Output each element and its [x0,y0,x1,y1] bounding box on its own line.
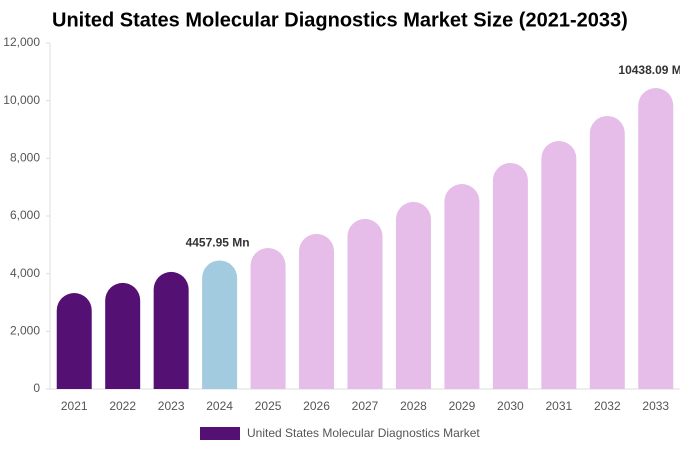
bar [347,218,383,389]
y-tick-label: 12,000 [3,35,40,49]
x-tick-label: 2032 [594,399,621,413]
legend-swatch [200,427,240,440]
bar [638,88,674,390]
bar [105,282,141,389]
bar [444,183,480,389]
bar [202,260,238,389]
bar [299,233,335,389]
y-tick-label: 8,000 [10,151,40,165]
y-tick-label: 10,000 [3,93,40,107]
y-tick-label: 6,000 [10,208,40,222]
x-tick-label: 2029 [449,399,476,413]
x-tick-label: 2030 [497,399,524,413]
bar [492,162,528,389]
x-tick-label: 2026 [303,399,330,413]
value-label: 4457.95 Mn [186,236,250,250]
x-tick-label: 2025 [255,399,282,413]
bar [395,201,431,389]
y-tick-label: 0 [33,381,40,395]
bar [250,248,286,389]
chart-title: United States Molecular Diagnostics Mark… [52,9,628,31]
bar [56,292,92,389]
y-tick-label: 4,000 [10,266,40,280]
x-tick-label: 2021 [61,399,88,413]
x-tick-label: 2028 [400,399,427,413]
x-tick-label: 2024 [206,399,233,413]
bar [541,141,577,389]
x-tick-label: 2027 [352,399,379,413]
x-tick-label: 2033 [642,399,669,413]
y-tick-label: 2,000 [10,324,40,338]
bar [153,271,189,389]
x-tick-label: 2031 [545,399,572,413]
x-tick-label: 2023 [158,399,185,413]
bar [589,115,625,389]
legend-label: United States Molecular Diagnostics Mark… [247,426,480,440]
x-tick-label: 2022 [109,399,136,413]
value-label: 10438.09 Mn [618,63,680,77]
